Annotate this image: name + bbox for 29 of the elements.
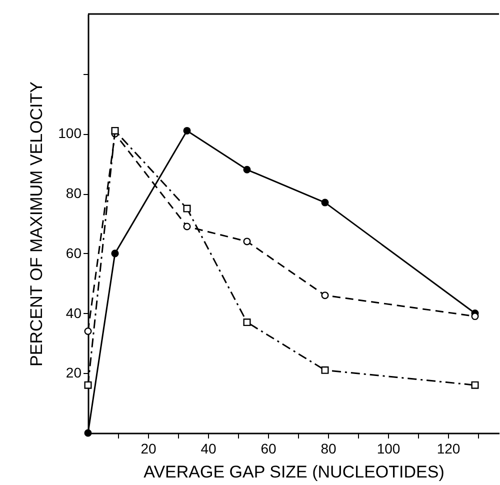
point [111, 126, 119, 134]
point [111, 250, 119, 258]
point [183, 126, 191, 134]
y-tick-label: 60 [66, 244, 82, 261]
point [243, 318, 251, 326]
point [321, 292, 329, 300]
point [471, 381, 479, 389]
y-tick-label: 20 [66, 364, 82, 381]
y-tick-label: 100 [58, 125, 82, 142]
point [321, 366, 329, 374]
point [321, 198, 329, 206]
y-tick-label: 40 [66, 304, 82, 321]
point [183, 222, 191, 230]
point [183, 204, 191, 212]
x-axis-title: AVERAGE GAP SIZE (NUCLEOTIDES) [144, 462, 444, 482]
point [84, 381, 92, 389]
point [84, 327, 92, 335]
x-tick-label: 40 [200, 440, 216, 456]
x-tick-label: 120 [436, 440, 460, 456]
point [471, 312, 479, 320]
point [243, 166, 251, 174]
point [84, 429, 92, 437]
x-tick-label: 80 [320, 440, 336, 456]
x-tick-label: 60 [260, 440, 276, 456]
y-axis-title: PERCENT OF MAXIMUM VELOCITY [27, 82, 46, 366]
x-tick-label: 20 [140, 440, 156, 456]
point [243, 238, 251, 246]
y-tick-label: 80 [66, 185, 82, 202]
x-tick-label: 100 [376, 440, 400, 456]
